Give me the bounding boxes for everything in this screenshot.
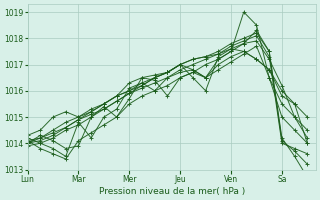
X-axis label: Pression niveau de la mer( hPa ): Pression niveau de la mer( hPa ): [99, 187, 245, 196]
